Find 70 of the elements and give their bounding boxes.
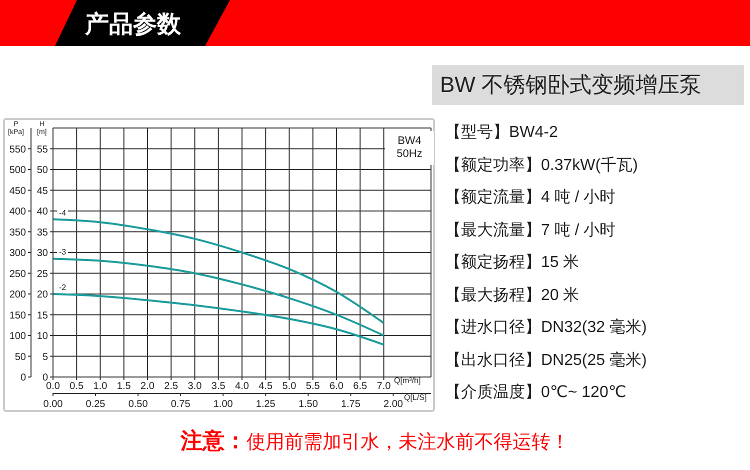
chart-title: 产品参数 — [85, 8, 181, 40]
text: 使用前需加引水，未注水前不得运转！ — [246, 432, 570, 453]
y-tick-label: 10 — [36, 331, 48, 342]
x2-tick-label: 2.00 — [384, 399, 404, 410]
series-label: -3 — [59, 248, 67, 257]
x-tick-label: 3.0 — [188, 381, 202, 392]
y2-tick-label: 500 — [9, 165, 26, 176]
x2-tick-label: 1.25 — [256, 399, 276, 410]
series-label: -4 — [59, 208, 67, 218]
y-tick-label: 45 — [36, 186, 48, 197]
y2-tick-label: 550 — [9, 144, 26, 156]
x2-tick-label: 1.00 — [213, 399, 234, 410]
text: 【型号】BW4-2 — [445, 122, 558, 143]
text: BW 不锈钢卧式变频增压泵 — [432, 65, 744, 105]
y-tick-label: 25 — [36, 268, 48, 280]
y-tick-label: 15 — [36, 310, 48, 322]
x-tick-label: 1.5 — [116, 381, 132, 392]
x2-tick-label: 0.00 — [43, 399, 64, 410]
y-tick-label: 20 — [36, 290, 48, 301]
y2-tick-label: 200 — [9, 290, 26, 301]
x-tick-label: 1.0 — [93, 381, 108, 392]
y2-tick-label: 250 — [9, 268, 26, 280]
y-tick-label: 50 — [36, 165, 48, 176]
line-series — [53, 218, 385, 324]
y2-tick-label: 350 — [9, 227, 26, 238]
y-tick-label: 55 — [36, 144, 48, 156]
text: 注意： — [180, 428, 246, 453]
x-tick-label: 5.0 — [282, 381, 297, 392]
x-tick-label: 0.5 — [70, 381, 84, 392]
x-tick-label: 4.5 — [258, 381, 274, 392]
x2-tick-label: 0.25 — [86, 399, 106, 410]
y2-tick-label: 50 — [14, 352, 26, 363]
x-axis-title: Q[m³/h] — [394, 376, 421, 385]
y-tick-label: 40 — [36, 206, 48, 218]
text: 【最大流量】7 吨 / 小时 — [445, 220, 616, 240]
x-tick-label: 7.0 — [376, 381, 392, 392]
x2-tick-label: 0.75 — [170, 399, 191, 410]
text: 【最大扬程】20 米 — [445, 286, 580, 306]
x2-tick-label: 1.50 — [298, 399, 318, 410]
x-tick-label: 0.0 — [46, 381, 60, 392]
x-tick-label: 2.5 — [164, 381, 179, 392]
x2-axis-title: Q[L/S] — [404, 393, 427, 402]
y2-tick-label: 150 — [9, 310, 26, 322]
y-tick-label: 0 — [42, 372, 48, 384]
text: 【额定扬程】15 米 — [445, 252, 580, 273]
x2-tick-label: 1.75 — [340, 399, 361, 410]
line-series — [53, 258, 385, 336]
x-tick-label: 3.5 — [211, 381, 226, 392]
text: 【出水口径】DN25(25 毫米) — [445, 350, 647, 370]
y-tick-label: 30 — [36, 248, 48, 260]
x-tick-label: 4.0 — [235, 381, 250, 392]
y-tick-label: 35 — [36, 227, 48, 238]
x-tick-label: 6.0 — [330, 381, 344, 392]
y2-tick-label: 300 — [9, 248, 26, 260]
line-series — [53, 293, 385, 346]
x2-tick-label: 0.50 — [128, 399, 148, 410]
y2-tick-label: 0 — [20, 372, 26, 384]
text: 【介质温度】0℃~ 120℃ — [445, 382, 626, 403]
y2-tick-label: 100 — [9, 331, 26, 342]
x-tick-label: 5.5 — [306, 381, 320, 392]
text: 【额定流量】4 吨 / 小时 — [445, 188, 616, 208]
series-label: -2 — [59, 283, 67, 292]
annotation: BW4 50Hz — [396, 135, 424, 161]
y2-tick-label: 450 — [9, 186, 26, 197]
y-tick-label: 5 — [42, 352, 48, 363]
x-tick-label: 2.0 — [140, 381, 155, 392]
y2-tick-label: 400 — [9, 206, 26, 218]
text: 【额定功率】0.37kW(千瓦) — [445, 156, 638, 176]
text: 【进水口径】DN32(32 毫米) — [445, 318, 647, 338]
x-tick-label: 6.5 — [353, 381, 368, 392]
